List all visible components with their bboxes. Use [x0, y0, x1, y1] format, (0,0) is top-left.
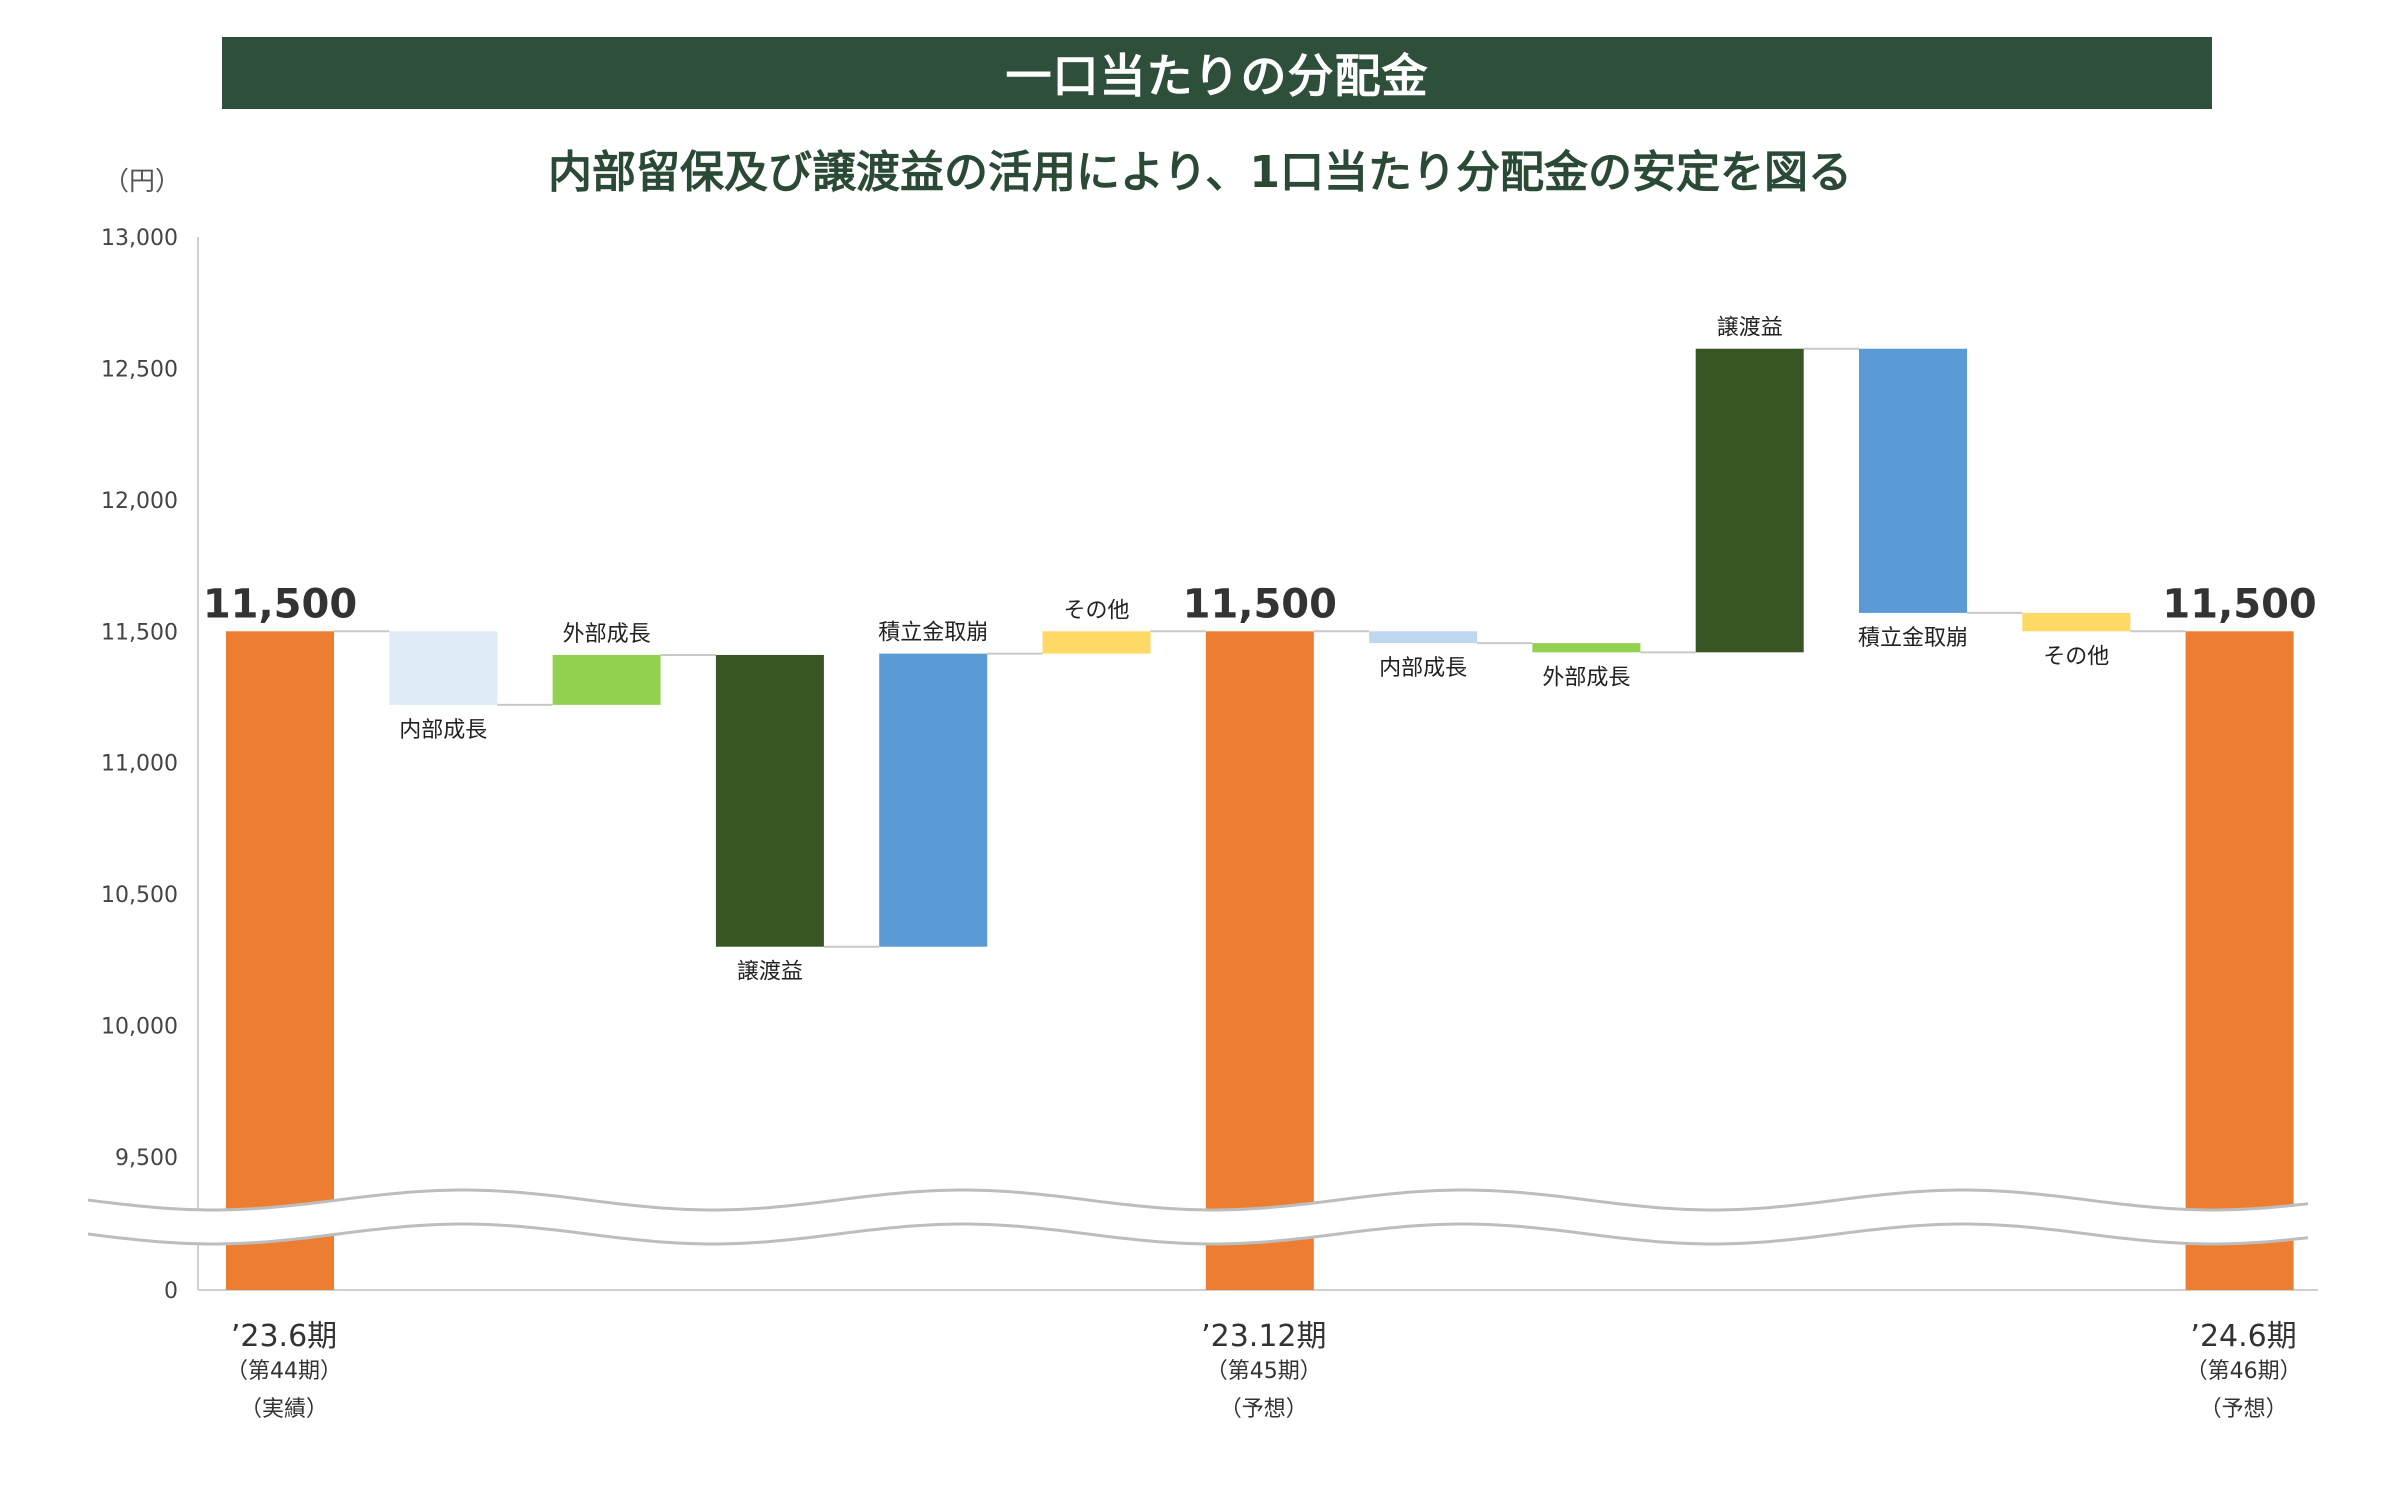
x-category-sublabel: （第44期） — [226, 1359, 342, 1384]
y-tick-label: 11,000 — [101, 752, 178, 777]
y-tick-label: 0 — [164, 1279, 178, 1304]
delta-bar — [1042, 631, 1151, 654]
x-category-status-label: （予想） — [1220, 1397, 1308, 1422]
x-category-label: ’23.12期 — [1201, 1319, 1326, 1354]
y-tick-label: 10,000 — [101, 1015, 178, 1040]
x-category-sublabel: （第46期） — [2186, 1359, 2302, 1384]
y-tick-label: 13,000 — [101, 226, 178, 251]
delta-bar — [552, 654, 661, 705]
delta-bar — [1369, 631, 1478, 644]
x-category-label: ’23.6期 — [231, 1319, 337, 1354]
y-axis-unit-label: （円） — [103, 167, 181, 197]
delta-bar — [2022, 612, 2131, 632]
axis-break-band — [88, 1190, 2310, 1244]
delta-bar-label: 内部成長 — [399, 718, 487, 743]
total-bar — [1205, 631, 1314, 1290]
delta-bar-label: 外部成長 — [1542, 665, 1630, 690]
delta-bar — [715, 654, 824, 947]
delta-bar — [389, 631, 498, 705]
total-value-label: 11,500 — [2162, 581, 2316, 627]
delta-bar-label: 内部成長 — [1379, 656, 1467, 681]
y-tick-label: 12,500 — [101, 357, 178, 382]
total-value-label: 11,500 — [203, 581, 357, 627]
delta-bar — [879, 653, 988, 947]
x-category-status-label: （実績） — [240, 1397, 328, 1422]
x-category-status-label: （予想） — [2200, 1397, 2288, 1422]
delta-bar-label: その他 — [2043, 644, 2109, 669]
axis-break-line — [87, 1222, 2309, 1246]
axis-break-line — [87, 1188, 2309, 1212]
delta-bar — [1695, 348, 1804, 653]
chart-subtitle: 内部留保及び譲渡益の活用により、1口当たり分配金の安定を図る — [548, 147, 1852, 198]
y-tick-label: 12,000 — [101, 489, 178, 514]
delta-bar-label: 譲渡益 — [1717, 316, 1783, 341]
delta-bar-label: 積立金取崩 — [1858, 626, 1968, 651]
delta-bar-label: その他 — [1063, 598, 1129, 623]
delta-bar-label: 外部成長 — [563, 622, 651, 647]
total-bar — [2185, 631, 2294, 1290]
x-category-sublabel: （第45期） — [1206, 1359, 1322, 1384]
delta-bar-label: 譲渡益 — [737, 960, 803, 985]
total-value-label: 11,500 — [1183, 581, 1337, 627]
delta-bar-label: 積立金取崩 — [878, 621, 988, 646]
chart-title: 一口当たりの分配金 — [1005, 49, 1429, 103]
y-tick-label: 9,500 — [115, 1146, 178, 1171]
y-tick-label: 10,500 — [101, 883, 178, 908]
chart-title-banner: 一口当たりの分配金 — [222, 37, 2212, 109]
x-category-label: ’24.6期 — [2190, 1319, 2296, 1354]
y-tick-label: 11,500 — [101, 620, 178, 645]
delta-bar — [1532, 643, 1641, 653]
total-bar — [226, 631, 334, 1290]
delta-bar — [1859, 348, 1967, 613]
